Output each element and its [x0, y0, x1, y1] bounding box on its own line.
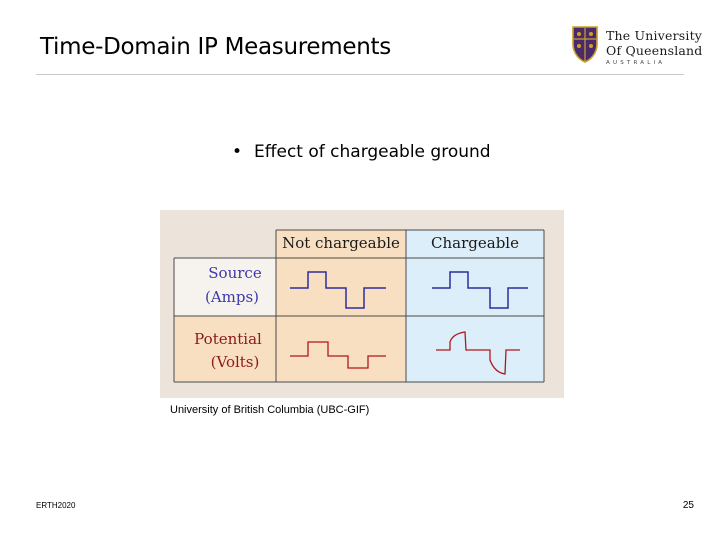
- university-logo: The University Of Queensland AUSTRALIA: [570, 24, 710, 68]
- source-waveform-not-chargeable: [290, 271, 386, 309]
- figure-caption: University of British Columbia (UBC-GIF): [170, 404, 370, 416]
- bullet-text: Effect of chargeable ground: [254, 142, 491, 162]
- chargeable-column-bg: [406, 230, 544, 382]
- row-label-source-line1: Source: [208, 264, 262, 282]
- header-chargeable: Chargeable: [431, 234, 519, 252]
- page-number: 25: [682, 500, 694, 511]
- row-label-potential-line1: Potential: [194, 330, 262, 348]
- source-label-cell-bg: [174, 258, 276, 316]
- logo-line-1: The University: [606, 28, 703, 43]
- course-code: ERTH2020: [36, 501, 76, 510]
- table-grid: [173, 229, 545, 383]
- potential-label-cell-bg: [174, 316, 276, 382]
- header-not-chargeable: Not chargeable: [282, 234, 400, 252]
- row-label-source-line2: (Amps): [205, 288, 259, 306]
- logo-line-3: AUSTRALIA: [606, 60, 666, 66]
- title-divider: [36, 74, 684, 75]
- bullet-dot-icon: •: [232, 142, 243, 162]
- potential-waveform-not-chargeable: [290, 341, 386, 369]
- bullet-item: • Effect of chargeable ground: [232, 142, 491, 162]
- source-waveform-chargeable: [432, 271, 528, 309]
- university-crest-icon: [572, 26, 598, 63]
- not-chargeable-column-bg: [276, 230, 406, 382]
- logo-line-2: Of Queensland: [606, 43, 703, 58]
- row-label-potential-line2: (Volts): [211, 353, 260, 371]
- ip-waveform-table: Not chargeable Chargeable Source (Amps) …: [173, 229, 545, 383]
- potential-waveform-chargeable: [436, 331, 520, 375]
- ip-waveform-figure: Not chargeable Chargeable Source (Amps) …: [160, 210, 564, 398]
- slide-title: Time-Domain IP Measurements: [40, 34, 391, 60]
